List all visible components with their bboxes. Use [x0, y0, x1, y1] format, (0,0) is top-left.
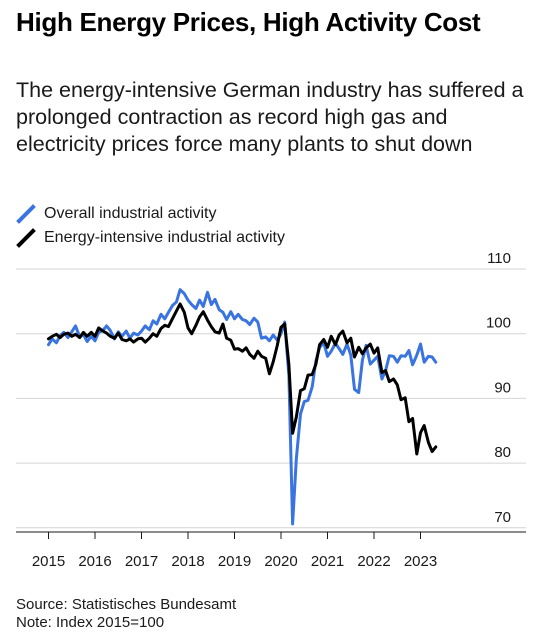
legend-item-energy-intensive: Energy-intensive industrial activity	[16, 226, 285, 250]
legend-label-energy-intensive: Energy-intensive industrial activity	[44, 229, 285, 246]
series-line-energy-intensive	[47, 302, 438, 456]
series-line-overall	[47, 288, 438, 526]
x-tick-label-2023: 2023	[404, 553, 437, 570]
x-tick-label-2015: 2015	[32, 553, 65, 570]
y-tick-label-70: 70	[494, 509, 511, 526]
y-tick-label-110: 110	[487, 250, 511, 267]
legend: Overall industrial activity Energy-inten…	[16, 202, 285, 250]
chart-title: High Energy Prices, High Activity Cost	[16, 7, 481, 37]
legend-label-overall: Overall industrial activity	[44, 205, 217, 222]
grid-layer	[16, 268, 526, 529]
legend-swatch-overall	[16, 204, 36, 224]
y-tick-label-90: 90	[494, 379, 511, 396]
x-tick-label-2017: 2017	[125, 553, 158, 570]
x-tick-label-2020: 2020	[264, 553, 297, 570]
source-note: Source: Statistisches Bundesamt	[16, 596, 237, 613]
chart-subtitle: The energy-intensive German industry has…	[16, 78, 524, 156]
index-note: Note: Index 2015=100	[16, 614, 165, 631]
y-tick-labels: 70 80 90 100 110	[486, 250, 511, 526]
x-tick-label-2022: 2022	[357, 553, 390, 570]
x-tick-label-2021: 2021	[311, 553, 344, 570]
x-tick-label-2019: 2019	[218, 553, 251, 570]
x-axis: 2015 2016 2017 2018 2019 2020 2021 2022 2023	[16, 531, 526, 570]
legend-swatch-energy-intensive	[16, 228, 36, 248]
footer: Source: Statistisches Bundesamt Note: In…	[16, 596, 236, 632]
series-layer	[47, 288, 438, 526]
x-tick-label-2016: 2016	[78, 553, 111, 570]
line-chart: 70 80 90 100 110 2015 2016 2017 2018 2019 2020 202…	[16, 250, 526, 570]
y-tick-label-100: 100	[486, 315, 511, 332]
x-tick-label-2018: 2018	[171, 553, 204, 570]
legend-item-overall: Overall industrial activity	[16, 202, 285, 226]
y-tick-label-80: 80	[494, 444, 511, 461]
